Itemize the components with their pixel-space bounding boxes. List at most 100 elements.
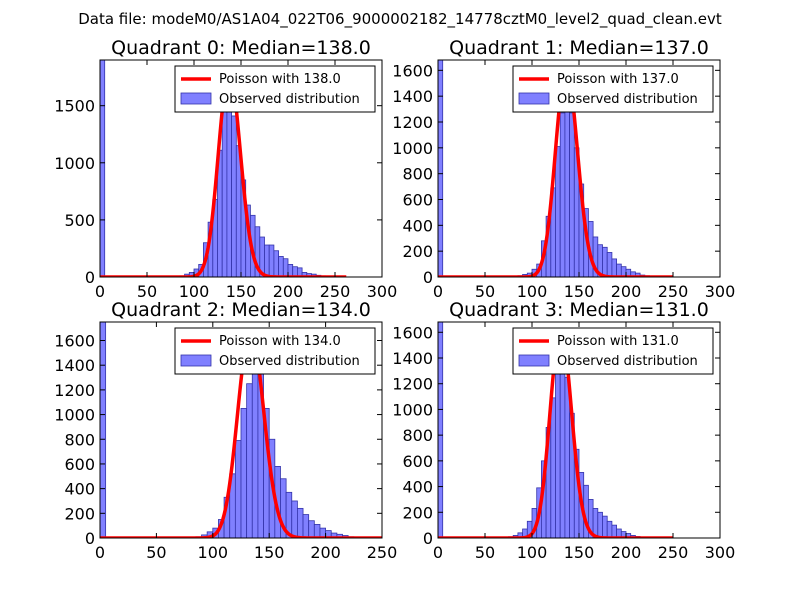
- panel-title-0: Quadrant 0: Median=138.0: [111, 37, 371, 59]
- y-tick-label: 1400: [392, 87, 433, 106]
- plot-content-1: [438, 60, 674, 277]
- histogram-bar: [240, 407, 248, 538]
- legend-label-observed: Observed distribution: [557, 92, 698, 107]
- y-tick-label: 800: [402, 426, 433, 445]
- panel-title-2: Quadrant 2: Median=134.0: [111, 299, 371, 321]
- x-tick-label: 200: [273, 282, 304, 301]
- panel-title-3: Quadrant 3: Median=131.0: [449, 299, 709, 321]
- x-tick-label: 150: [254, 543, 285, 562]
- y-tick-label: 200: [402, 242, 433, 261]
- legend-label-observed: Observed distribution: [557, 354, 698, 369]
- x-tick-label: 0: [433, 543, 443, 562]
- x-tick-label: 150: [564, 543, 595, 562]
- legend-3: Poisson with 131.0 Observed distribution: [512, 327, 714, 375]
- x-tick-label: 250: [658, 543, 689, 562]
- y-tick-label: 200: [64, 504, 95, 523]
- chart-panel-1: 0 50 100 150 200 250 300 0 200 400 600 800 1000 1200 1…: [392, 37, 735, 301]
- x-tick-label: 0: [433, 282, 443, 301]
- y-tick-label: 600: [64, 455, 95, 474]
- plot-content-2: [100, 322, 382, 538]
- histogram-bar: [569, 112, 575, 277]
- x-tick-label: 300: [367, 282, 398, 301]
- legend-label-poisson: Poisson with 131.0: [557, 334, 679, 349]
- histogram-bar: [231, 115, 237, 277]
- histogram-bar: [100, 60, 106, 277]
- histogram-bar: [550, 397, 556, 538]
- x-tick-label: 100: [198, 543, 229, 562]
- histogram-bar: [273, 250, 279, 277]
- histogram-bar: [555, 373, 561, 538]
- histogram-bar: [438, 60, 444, 277]
- histogram-bar: [438, 322, 444, 538]
- y-tick-label: 0: [85, 529, 95, 548]
- x-tick-label: 50: [475, 282, 495, 301]
- histogram-bar: [616, 263, 622, 277]
- y-tick-label: 1600: [392, 61, 433, 80]
- histogram-bar: [246, 383, 253, 538]
- histogram-bar: [559, 361, 566, 538]
- x-tick-label: 100: [179, 282, 210, 301]
- chart-panel-0: 0 50 100 150 200 250 300 0 500 1000 1500 Quadrant 0…: [54, 37, 397, 301]
- x-tick-label: 200: [310, 543, 341, 562]
- y-tick-label: 1200: [392, 375, 433, 394]
- histogram-bar: [264, 244, 270, 277]
- y-tick-label: 1000: [54, 154, 95, 173]
- chart-panel-2: 0 50 100 150 200 250 0 200 400 600 800 1000 1200 1400…: [54, 299, 397, 562]
- histogram-bar: [302, 514, 310, 538]
- y-tick-label: 600: [402, 452, 433, 471]
- y-tick-label: 800: [64, 430, 95, 449]
- histogram-bar: [291, 500, 298, 538]
- y-tick-label: 1000: [392, 400, 433, 419]
- histogram-bar: [559, 112, 566, 277]
- histogram-bar: [602, 246, 608, 277]
- chart-panel-3: 0 50 100 150 200 250 300 0 200 400 600 800 1000 1200 1…: [392, 299, 735, 562]
- axes-frame-2: [99, 321, 383, 539]
- x-tick-label: 250: [320, 282, 351, 301]
- legend-2: Poisson with 134.0 Observed distribution: [174, 327, 376, 375]
- histogram-bar: [278, 256, 284, 277]
- y-tick-label: 400: [64, 480, 95, 499]
- y-tick-label: 1400: [392, 349, 433, 368]
- y-tick-label: 400: [402, 478, 433, 497]
- x-tick-label: 300: [705, 282, 736, 301]
- legend-label-observed: Observed distribution: [219, 354, 360, 369]
- histogram-bar: [234, 440, 242, 538]
- histogram-bar: [251, 363, 259, 538]
- x-tick-label: 50: [137, 282, 157, 301]
- histogram-bar: [313, 524, 321, 538]
- histogram-bar: [611, 258, 618, 277]
- histogram-bar: [606, 520, 613, 538]
- x-tick-label: 150: [226, 282, 257, 301]
- histogram-bar: [226, 103, 232, 277]
- legend-label-poisson: Poisson with 134.0: [219, 334, 341, 349]
- x-tick-label: 100: [517, 543, 548, 562]
- histogram-bar: [100, 322, 107, 538]
- x-tick-label: 250: [367, 543, 398, 562]
- histogram-bar: [282, 258, 289, 277]
- histogram-bar: [564, 103, 571, 277]
- x-tick-label: 250: [658, 282, 689, 301]
- panel-title-1: Quadrant 1: Median=137.0: [449, 37, 709, 59]
- y-tick-label: 1200: [54, 381, 95, 400]
- x-tick-label: 50: [146, 543, 166, 562]
- y-tick-label: 1500: [54, 97, 95, 116]
- legend-bar-swatch: [518, 354, 550, 367]
- histogram-bar: [308, 520, 315, 538]
- legend-bar-swatch: [518, 92, 550, 105]
- y-tick-label: 1200: [392, 113, 433, 132]
- figure-suptitle: Data file: modeM0/AS1A04_022T06_90000021…: [78, 10, 722, 29]
- histogram-bar: [221, 108, 228, 277]
- y-tick-label: 200: [402, 503, 433, 522]
- x-tick-label: 0: [95, 282, 105, 301]
- y-tick-label: 1600: [54, 332, 95, 351]
- histogram-bar: [597, 511, 603, 538]
- y-tick-label: 1400: [54, 356, 95, 375]
- poisson-curve: [100, 328, 382, 538]
- x-tick-label: 0: [95, 543, 105, 562]
- legend-1: Poisson with 137.0 Observed distribution: [512, 65, 714, 113]
- legend-0: Poisson with 138.0 Observed distribution: [174, 65, 376, 113]
- y-tick-label: 800: [402, 165, 433, 184]
- histogram-bar: [611, 524, 618, 538]
- y-tick-label: 400: [402, 216, 433, 235]
